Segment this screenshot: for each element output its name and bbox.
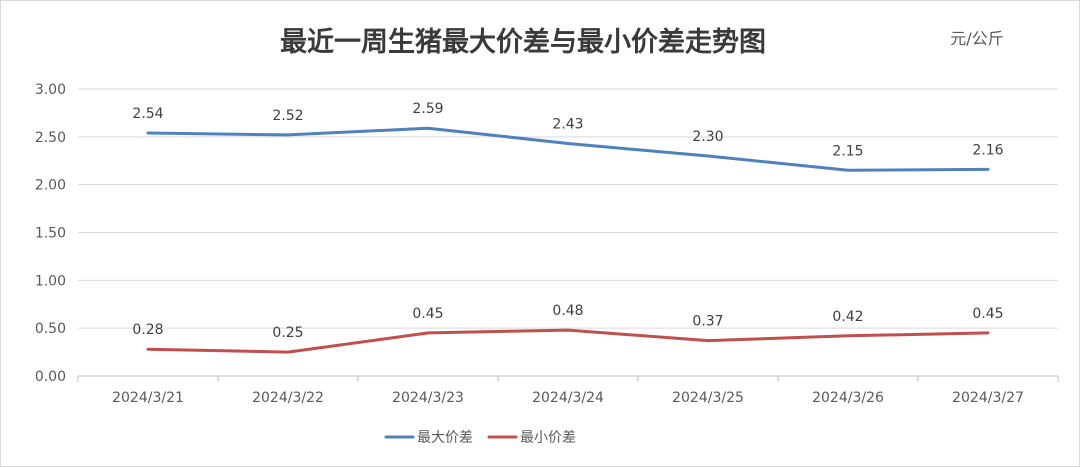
unit-label: 元/公斤: [950, 29, 1003, 48]
data-label: 0.45: [972, 306, 1003, 322]
data-label: 0.42: [832, 309, 863, 325]
gridlines: [78, 88, 1058, 329]
data-label: 0.48: [552, 303, 583, 319]
series-line-2: [146, 328, 990, 354]
y-tick-label: 3.00: [35, 82, 66, 98]
data-label: 2.16: [972, 142, 1003, 158]
y-tick-label: 0.50: [35, 321, 66, 337]
x-tick-label: 2024/3/26: [812, 390, 884, 406]
data-label: 2.54: [132, 106, 163, 122]
axes: 0.00 0.50 1.00 1.50 2.00 2.50 3.00 2024/3/21 202…: [35, 82, 1059, 406]
legend: 最大价差 最小价差: [384, 430, 576, 446]
series-line-1: [146, 126, 990, 172]
y-tick-label: 2.50: [35, 130, 66, 146]
data-label: 2.30: [692, 129, 723, 145]
y-tick-label: 1.50: [35, 226, 66, 242]
y-tick-label: 1.00: [35, 273, 66, 289]
data-label: 2.15: [832, 143, 863, 159]
data-label: 0.28: [132, 322, 163, 338]
data-label: 2.52: [272, 108, 303, 124]
chart-title: 最近一周生猪最大价差与最小价差走势图: [280, 26, 766, 58]
legend-label-2: 最小价差: [520, 430, 576, 446]
y-tick-label: 0.00: [35, 369, 66, 385]
data-label: 0.45: [412, 306, 443, 322]
data-labels: 2.54 2.52 2.59 2.43 2.30 2.15 2.16 0.28 0.25 0.45…: [132, 101, 1003, 341]
x-tick-label: 2024/3/25: [672, 390, 744, 406]
x-tick-label: 2024/3/23: [392, 390, 464, 406]
x-tick-label: 2024/3/24: [532, 390, 604, 406]
x-tick-label: 2024/3/27: [952, 390, 1024, 406]
x-tick-label: 2024/3/21: [112, 390, 184, 406]
series-lines: [146, 126, 990, 354]
data-label: 2.43: [552, 117, 583, 133]
data-label: 0.25: [272, 325, 303, 341]
data-label: 2.59: [412, 101, 443, 117]
legend-label-1: 最大价差: [417, 430, 473, 446]
data-label: 0.37: [692, 314, 723, 330]
x-tick-label: 2024/3/22: [252, 390, 324, 406]
y-tick-label: 2.00: [35, 178, 66, 194]
